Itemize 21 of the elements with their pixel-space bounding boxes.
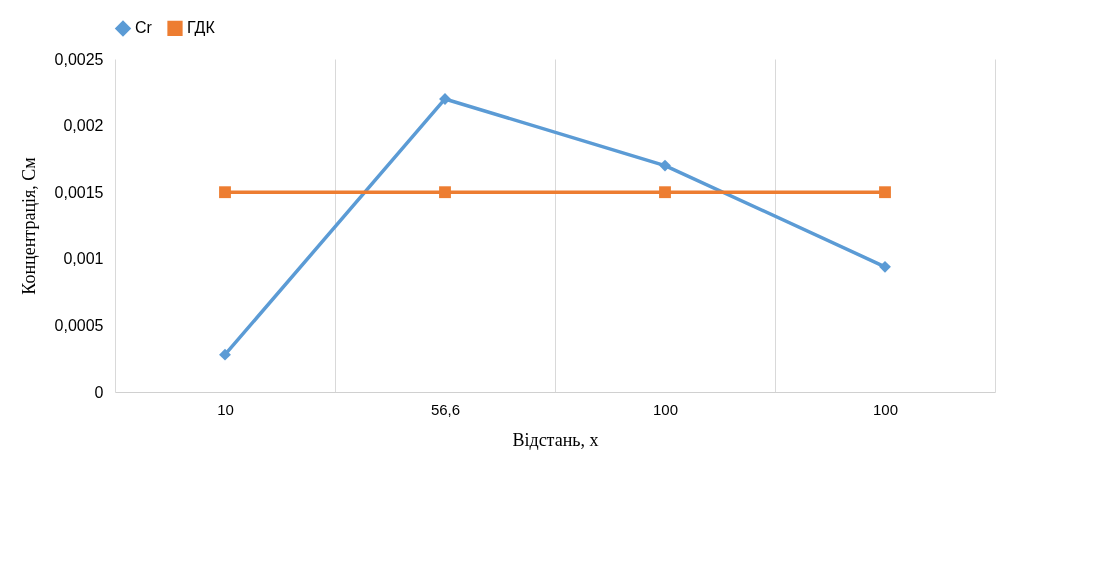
y-tick-label: 0,0025 xyxy=(54,50,104,68)
point xyxy=(219,348,231,361)
y-axis-title: Концентрація, Cм xyxy=(18,157,39,295)
point xyxy=(879,186,891,199)
x-tick-label: 56,6 xyxy=(430,400,461,418)
point xyxy=(879,260,891,273)
point xyxy=(659,159,671,172)
y-tick-label: 0,001 xyxy=(63,250,104,268)
point xyxy=(439,186,451,199)
legend-label: Cr xyxy=(135,19,153,37)
point xyxy=(659,186,671,199)
x-tick-label: 100 xyxy=(652,400,679,418)
y-tick-label: 0,0015 xyxy=(54,183,104,201)
x-tick-label: 100 xyxy=(872,400,899,418)
point xyxy=(219,186,231,199)
y-tick-label: 0 xyxy=(94,383,104,401)
legend-label: ГДК xyxy=(187,19,216,37)
x-axis-title: Відстань, x xyxy=(512,429,599,450)
y-tick-label: 0,0005 xyxy=(54,316,104,334)
y-tick-label: 0,002 xyxy=(63,117,104,135)
x-tick-label: 10 xyxy=(217,400,234,418)
